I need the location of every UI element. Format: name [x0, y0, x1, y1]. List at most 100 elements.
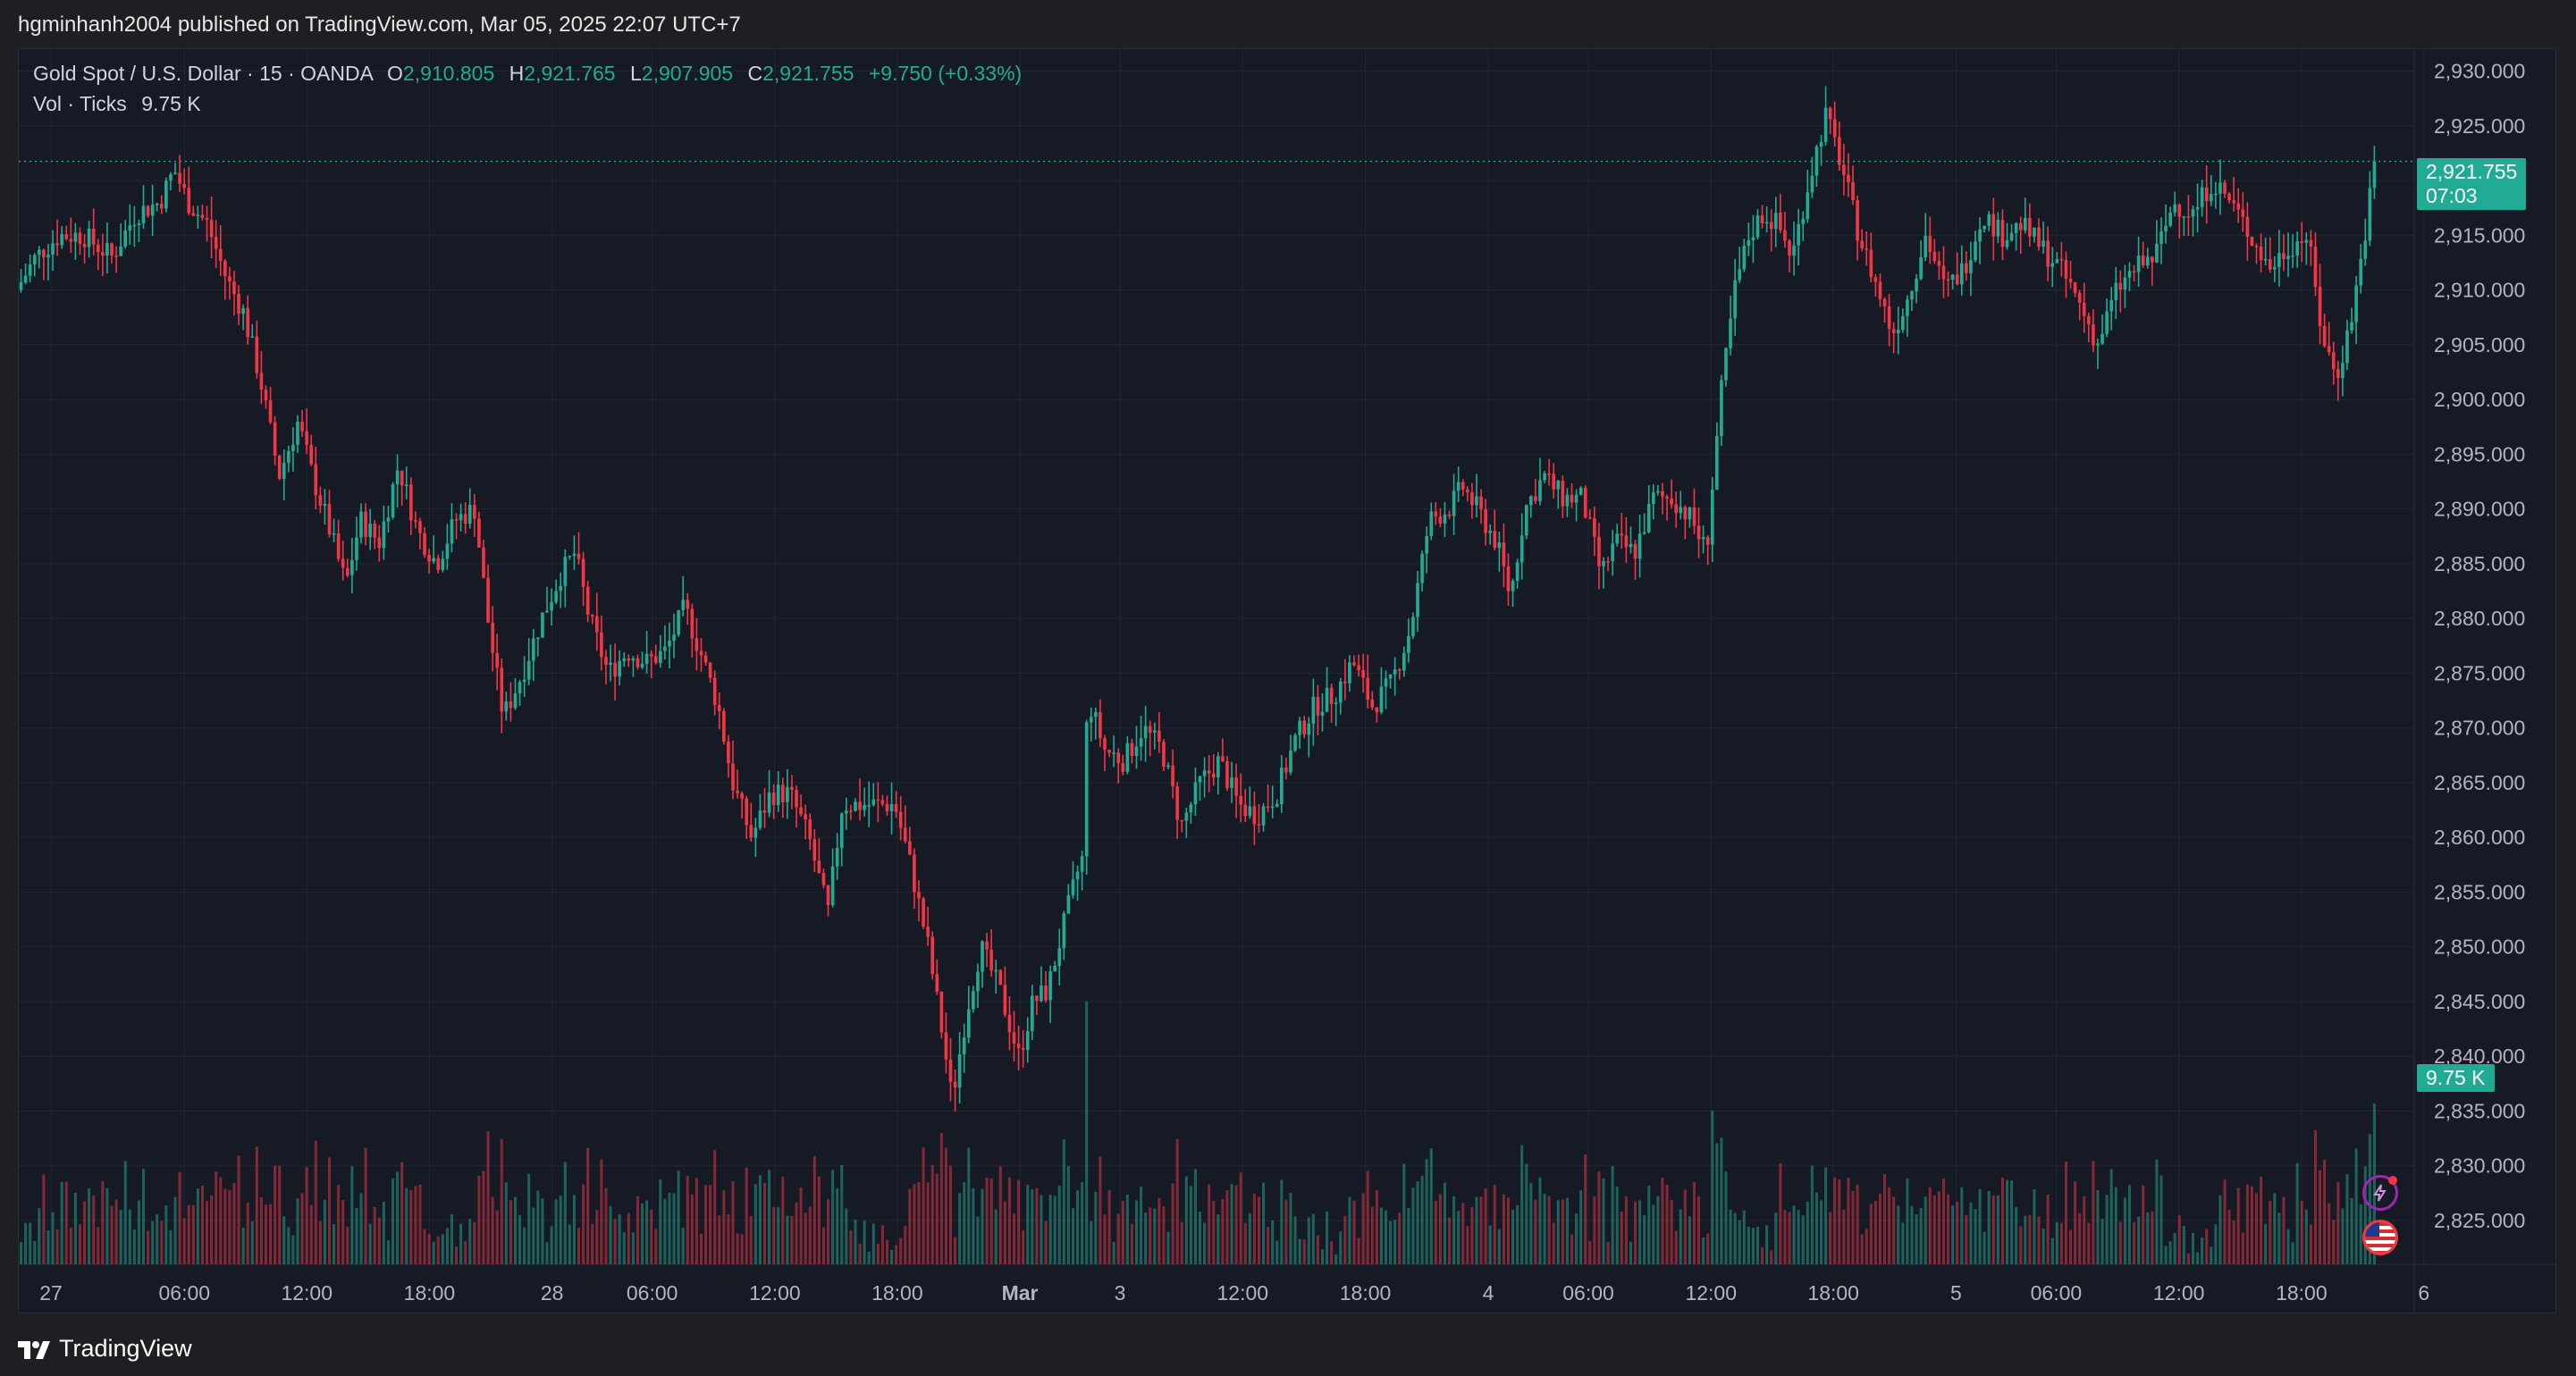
volume-bar — [1234, 1185, 1238, 1264]
candle-body — [218, 248, 223, 261]
volume-label[interactable]: Vol · Ticks — [33, 92, 127, 115]
candle-body — [155, 204, 159, 206]
volume-bar — [468, 1219, 472, 1264]
candle-body — [880, 800, 885, 804]
candle-body — [1955, 274, 1959, 285]
volume-legend[interactable]: Vol · Ticks 9.75 K — [33, 92, 201, 116]
candle-body — [173, 172, 177, 175]
candle-body — [817, 860, 821, 873]
candle-body — [473, 505, 476, 519]
volume-bar — [944, 1147, 947, 1264]
candle-body — [590, 614, 594, 617]
candle-body — [771, 793, 776, 805]
candle-body — [1384, 678, 1388, 687]
volume-bar — [1225, 1190, 1229, 1264]
candle-body — [1755, 215, 1760, 238]
volume-bar — [278, 1165, 282, 1264]
candle-body — [1511, 580, 1515, 592]
candle-body — [1524, 505, 1528, 536]
volume-bar — [2332, 1220, 2336, 1264]
candle-body — [1924, 236, 1928, 258]
us-flag-icon[interactable] — [2362, 1220, 2398, 1255]
candle-body — [1053, 965, 1057, 972]
volume-bar — [681, 1227, 685, 1264]
candle-body — [604, 657, 608, 666]
volume-bar — [101, 1180, 105, 1264]
candle-body — [1847, 174, 1850, 183]
volume-bar — [572, 1195, 576, 1264]
volume-bar — [958, 1193, 962, 1264]
symbol-name[interactable]: Gold Spot / U.S. Dollar · 15 · OANDA — [33, 62, 373, 85]
volume-bar — [1007, 1177, 1011, 1264]
price-axis-label: 2,845.000 — [2434, 990, 2525, 1013]
volume-bar — [636, 1196, 639, 1264]
close-value: 2,921.755 — [762, 62, 854, 85]
candle-body — [1084, 722, 1089, 857]
tradingview-logo[interactable]: TradingView — [16, 1335, 192, 1363]
volume-bar — [2168, 1241, 2172, 1264]
candle-body — [903, 827, 907, 842]
candle-body — [1211, 773, 1216, 777]
candle-body — [1048, 971, 1052, 1001]
candle-body — [1334, 702, 1338, 705]
chart-pane[interactable]: 2,930.0002,925.0002,920.0002,915.0002,91… — [18, 48, 2556, 1313]
candle-body — [1543, 473, 1546, 481]
symbol-legend[interactable]: Gold Spot / U.S. Dollar · 15 · OANDA O2,… — [33, 62, 1022, 86]
volume-bar — [736, 1233, 739, 1264]
candle-body — [282, 462, 286, 479]
volume-bar — [795, 1202, 798, 1264]
volume-bar — [473, 1221, 476, 1264]
volume-bar — [1765, 1225, 1769, 1264]
candle-body — [944, 1032, 948, 1060]
volume-bar — [1334, 1254, 1338, 1264]
candle-body — [889, 804, 894, 811]
volume-bar — [1389, 1221, 1393, 1264]
candle-body — [178, 172, 181, 184]
candlestick-chart[interactable]: 2,930.0002,925.0002,920.0002,915.0002,91… — [19, 49, 2555, 1313]
candle-body — [2096, 343, 2100, 346]
time-axis-label: 12:00 — [281, 1281, 333, 1305]
volume-bar — [1534, 1199, 1537, 1264]
candle-body — [214, 237, 218, 249]
candle-body — [1125, 743, 1130, 772]
candle-body — [1633, 543, 1637, 559]
volume-bar — [132, 1229, 136, 1264]
candle-body — [1928, 236, 1932, 252]
candle-body — [2136, 256, 2141, 273]
candle-body — [327, 503, 332, 534]
lightning-icon[interactable] — [2362, 1175, 2398, 1211]
candle-body — [1099, 712, 1102, 739]
candle-body — [2105, 311, 2109, 334]
volume-bar — [1216, 1214, 1220, 1264]
candle-body — [377, 537, 382, 549]
low-value: 2,907.905 — [641, 62, 734, 85]
candle-body — [1646, 503, 1651, 533]
volume-bar — [1615, 1186, 1619, 1264]
volume-bar — [241, 1227, 245, 1264]
volume-bar — [641, 1203, 644, 1264]
volume-bar — [355, 1207, 358, 1264]
candle-body — [1593, 517, 1596, 537]
candle-body — [541, 612, 544, 638]
candle-body — [150, 205, 155, 216]
volume-bar — [1924, 1196, 1927, 1264]
volume-bar — [1484, 1188, 1487, 1264]
candle-body — [2291, 255, 2294, 257]
candle-body — [1456, 482, 1461, 491]
price-axis-label: 2,890.000 — [2434, 498, 2525, 521]
volume-bar — [777, 1206, 780, 1264]
candle-body — [600, 632, 603, 658]
candle-body — [672, 634, 676, 642]
candle-body — [1987, 214, 1991, 226]
volume-bar — [1271, 1220, 1275, 1264]
volume-bar — [255, 1146, 258, 1264]
candle-body — [712, 677, 717, 705]
volume-bar — [1375, 1190, 1378, 1264]
volume-bar — [156, 1214, 159, 1264]
candle-body — [1021, 1047, 1025, 1050]
candle-body — [1343, 681, 1347, 684]
candle-body — [1891, 329, 1896, 333]
volume-bar — [1856, 1184, 1859, 1264]
candle-body — [1429, 511, 1434, 537]
volume-bar — [1606, 1242, 1610, 1264]
